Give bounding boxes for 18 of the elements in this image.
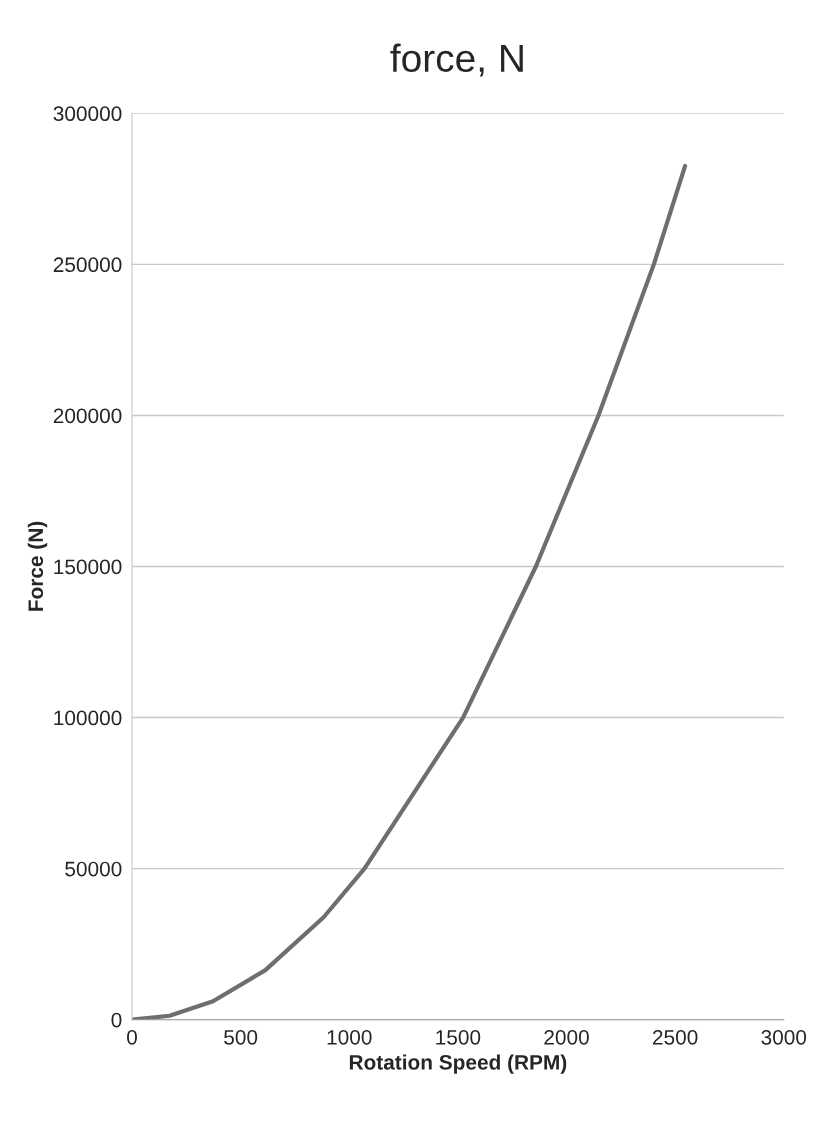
y-tick-label: 50000 — [65, 861, 122, 877]
x-tick-label: 2000 — [544, 1029, 589, 1045]
y-tick-label: 300000 — [53, 106, 122, 122]
y-tick-label: 0 — [111, 1012, 122, 1028]
x-tick-label: 1000 — [327, 1029, 372, 1045]
line-series — [132, 163, 688, 1020]
chart-title: force, N — [390, 43, 523, 77]
y-axis-title: Force (N) — [27, 521, 48, 611]
x-axis-title: Rotation Speed (RPM) — [349, 1054, 567, 1074]
x-tick-label: 2500 — [653, 1029, 698, 1045]
y-tick-label: 150000 — [54, 559, 122, 575]
x-tick-label: 0 — [127, 1029, 137, 1045]
y-tick-label: 250000 — [53, 257, 122, 273]
y-tick-label: 200000 — [53, 408, 122, 424]
x-tick-label: 3000 — [761, 1029, 807, 1045]
x-tick-label: 1500 — [436, 1029, 481, 1045]
y-tick-label: 100000 — [54, 710, 122, 726]
x-tick-label: 500 — [224, 1029, 258, 1045]
